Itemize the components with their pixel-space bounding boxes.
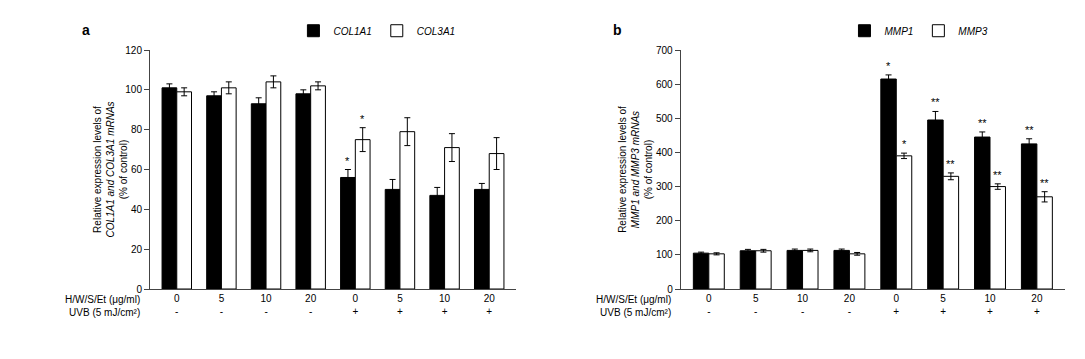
svg-text:**: ** — [978, 117, 987, 129]
svg-text:700: 700 — [656, 45, 673, 56]
svg-text:20-: 20- — [305, 293, 317, 317]
svg-text:*: * — [345, 155, 350, 167]
svg-text:H/W/S/Et (μg/ml)UVB (5 mJ/cm²): H/W/S/Et (μg/ml)UVB (5 mJ/cm²) — [65, 294, 140, 318]
svg-text:*: * — [886, 60, 891, 72]
svg-text:**: ** — [1040, 177, 1049, 189]
svg-text:*: * — [360, 113, 365, 125]
svg-text:0+: 0+ — [893, 293, 899, 317]
svg-text:200: 200 — [656, 215, 673, 226]
svg-text:40: 40 — [131, 204, 143, 215]
svg-text:100: 100 — [656, 249, 673, 260]
svg-text:10+: 10+ — [984, 293, 996, 317]
svg-text:COL1A1: COL1A1 — [333, 26, 371, 37]
svg-text:MMP1: MMP1 — [884, 26, 913, 37]
svg-text:600: 600 — [656, 79, 673, 90]
svg-text:5-: 5- — [753, 293, 759, 317]
svg-text:b: b — [613, 22, 622, 38]
svg-text:**: ** — [931, 96, 940, 108]
svg-text:20+: 20+ — [1031, 293, 1043, 317]
svg-text:*: * — [902, 138, 907, 150]
svg-text:120: 120 — [125, 45, 142, 56]
svg-text:300: 300 — [656, 181, 673, 192]
svg-text:500: 500 — [656, 113, 673, 124]
svg-text:**: ** — [946, 158, 955, 170]
svg-text:10-: 10- — [260, 293, 272, 317]
svg-text:20+: 20+ — [484, 293, 496, 317]
svg-text:COL3A1: COL3A1 — [417, 26, 455, 37]
svg-text:5-: 5- — [219, 293, 225, 317]
svg-text:0-: 0- — [706, 293, 712, 317]
svg-text:80: 80 — [131, 124, 143, 135]
svg-text:Relative expression levels ofM: Relative expression levels ofMMP1 and MM… — [617, 106, 654, 233]
svg-text:H/W/S/Et (μg/ml)UVB (5 mJ/cm²): H/W/S/Et (μg/ml)UVB (5 mJ/cm²) — [596, 294, 671, 318]
svg-text:5+: 5+ — [940, 293, 946, 317]
svg-text:0+: 0+ — [352, 293, 358, 317]
svg-text:0: 0 — [667, 284, 673, 295]
svg-text:Relative expression levels ofC: Relative expression levels ofCOL1A1 and … — [92, 101, 129, 237]
svg-text:100: 100 — [125, 84, 142, 95]
svg-text:20-: 20- — [844, 293, 856, 317]
svg-text:10+: 10+ — [439, 293, 451, 317]
svg-text:0: 0 — [136, 284, 142, 295]
svg-text:a: a — [82, 22, 90, 38]
svg-text:**: ** — [1025, 124, 1034, 136]
svg-text:60: 60 — [131, 164, 143, 175]
svg-text:5+: 5+ — [397, 293, 403, 317]
svg-text:MMP3: MMP3 — [958, 26, 987, 37]
svg-text:0-: 0- — [174, 293, 180, 317]
svg-text:**: ** — [993, 169, 1002, 181]
svg-text:20: 20 — [131, 244, 143, 255]
svg-text:10-: 10- — [797, 293, 809, 317]
svg-text:400: 400 — [656, 147, 673, 158]
